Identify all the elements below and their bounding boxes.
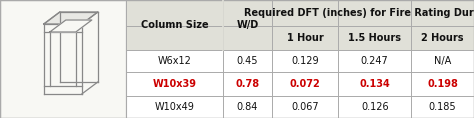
Text: 0.129: 0.129 <box>291 56 319 66</box>
Polygon shape <box>44 12 98 24</box>
Text: 0.45: 0.45 <box>237 56 258 66</box>
Text: 0.185: 0.185 <box>429 102 456 112</box>
Bar <box>126 0 474 118</box>
Text: Column Size: Column Size <box>141 20 208 30</box>
Text: 1 Hour: 1 Hour <box>287 33 323 43</box>
Text: 0.072: 0.072 <box>290 79 320 89</box>
Text: Required DFT (inches) for Fire Rating Duration: Required DFT (inches) for Fire Rating Du… <box>244 8 474 18</box>
Text: 0.247: 0.247 <box>361 56 389 66</box>
Text: W6x12: W6x12 <box>157 56 191 66</box>
Bar <box>0 0 126 118</box>
Polygon shape <box>50 20 92 32</box>
Text: N/A: N/A <box>434 56 451 66</box>
Text: 2 Hours: 2 Hours <box>421 33 464 43</box>
Text: 0.198: 0.198 <box>427 79 458 89</box>
Text: 0.126: 0.126 <box>361 102 389 112</box>
Text: 1.5 Hours: 1.5 Hours <box>348 33 401 43</box>
Text: 0.134: 0.134 <box>359 79 390 89</box>
Bar <box>126 0 474 26</box>
Text: 0.84: 0.84 <box>237 102 258 112</box>
Text: W10x39: W10x39 <box>152 79 196 89</box>
Text: 0.78: 0.78 <box>236 79 260 89</box>
Text: W/D: W/D <box>237 20 259 30</box>
Text: 0.067: 0.067 <box>291 102 319 112</box>
Bar <box>126 26 474 50</box>
Text: W10x49: W10x49 <box>155 102 194 112</box>
